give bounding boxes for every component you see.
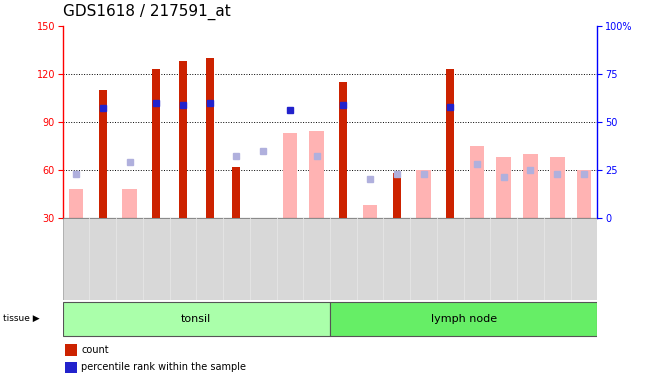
FancyBboxPatch shape — [63, 217, 90, 300]
Bar — [310, 132, 324, 218]
FancyBboxPatch shape — [170, 217, 197, 300]
Bar — [446, 69, 454, 218]
FancyBboxPatch shape — [330, 302, 597, 336]
FancyBboxPatch shape — [197, 217, 223, 300]
FancyBboxPatch shape — [90, 217, 116, 300]
Bar — [65, 344, 77, 356]
Bar — [470, 146, 484, 218]
FancyBboxPatch shape — [437, 217, 463, 300]
FancyBboxPatch shape — [570, 217, 597, 300]
Bar — [179, 61, 187, 217]
Bar — [496, 157, 511, 218]
FancyBboxPatch shape — [463, 217, 490, 300]
Text: percentile rank within the sample: percentile rank within the sample — [81, 362, 246, 372]
FancyBboxPatch shape — [277, 217, 304, 300]
Bar — [282, 133, 297, 218]
Bar — [339, 82, 347, 218]
Bar — [122, 189, 137, 217]
Text: GDS1618 / 217591_at: GDS1618 / 217591_at — [63, 4, 230, 20]
Bar — [152, 69, 160, 218]
Text: lymph node: lymph node — [430, 314, 497, 324]
FancyBboxPatch shape — [116, 217, 143, 300]
FancyBboxPatch shape — [544, 217, 570, 300]
FancyBboxPatch shape — [356, 217, 383, 300]
Bar — [393, 173, 401, 217]
Text: count: count — [81, 345, 109, 355]
FancyBboxPatch shape — [490, 217, 517, 300]
FancyBboxPatch shape — [304, 217, 330, 300]
Bar — [363, 205, 378, 218]
Text: tonsil: tonsil — [182, 314, 211, 324]
FancyBboxPatch shape — [143, 217, 170, 300]
FancyBboxPatch shape — [517, 217, 544, 300]
Text: tissue ▶: tissue ▶ — [3, 314, 40, 323]
FancyBboxPatch shape — [383, 217, 411, 300]
Bar — [416, 170, 431, 217]
FancyBboxPatch shape — [250, 217, 277, 300]
Bar — [65, 362, 77, 373]
Bar — [577, 170, 591, 217]
Bar — [206, 58, 214, 217]
FancyBboxPatch shape — [223, 217, 250, 300]
FancyBboxPatch shape — [330, 217, 356, 300]
FancyBboxPatch shape — [411, 217, 437, 300]
Bar — [550, 157, 564, 218]
Bar — [69, 189, 83, 217]
FancyBboxPatch shape — [63, 302, 330, 336]
Bar — [232, 166, 240, 218]
Bar — [99, 90, 107, 218]
Bar — [523, 154, 538, 218]
